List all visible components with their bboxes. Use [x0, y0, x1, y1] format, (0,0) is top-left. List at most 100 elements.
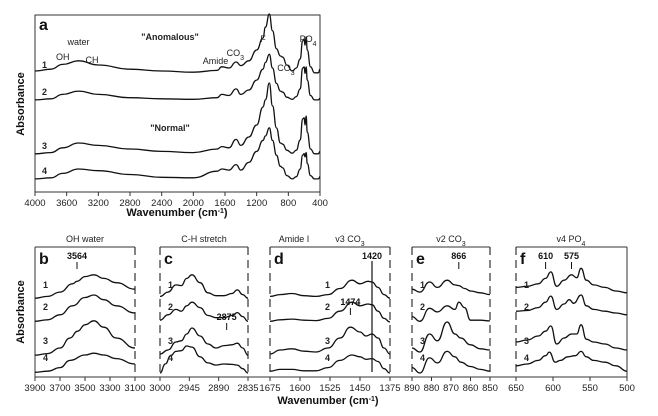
panel-c-tick-label: 3000: [149, 383, 170, 394]
panel-e-spectrum-label: 1: [420, 280, 425, 290]
annotation-label: 610: [538, 251, 553, 261]
band-label: CO3: [227, 48, 245, 62]
panel-e-letter: e: [416, 251, 425, 268]
spectrum-4: [34, 127, 321, 180]
panel-d-spectrum-label: 2: [325, 302, 330, 312]
annotation-label: 1474: [340, 297, 360, 307]
band-label: water: [67, 37, 90, 47]
spectrum-label: 4: [42, 166, 47, 176]
panel-a-tick-label: 2000: [183, 198, 204, 209]
panel-d-spectrum-label: 4: [325, 353, 330, 363]
panel-e: 890 880 870 860 850 e v2 CO3 1 2 3 4 866: [404, 234, 498, 394]
panel-e-tick-label: 860: [463, 383, 479, 394]
panel-b-spectrum-label: 2: [43, 302, 48, 312]
panel-b-spectrum-label: 3: [43, 336, 48, 346]
panel-d-spectrum-label: 3: [325, 336, 330, 346]
panel-f: 650 600 550 500 f v4 PO4 1 2 3 4 610 575: [508, 234, 635, 394]
panel-d-title-co3: v3 CO3: [335, 234, 365, 248]
panel-c-spectrum-1: [159, 274, 249, 299]
panel-d-spectrum-1: [269, 279, 391, 299]
panel-c-tick-label: 2890: [208, 383, 229, 394]
band-label: CO3: [277, 63, 295, 77]
panel-d-tick-label: 1525: [319, 383, 340, 394]
panel-d-tick-label: 1375: [379, 383, 400, 394]
panel-e-spectrum-2: [411, 301, 491, 322]
panel-f-tick-label: 500: [619, 383, 635, 394]
panel-d-tick-label: 1600: [289, 383, 310, 394]
panel-f-letter: f: [520, 251, 526, 268]
panel-f-title: v4 PO4: [557, 234, 586, 248]
panel-b-spectrum-2: [34, 294, 136, 322]
panel-c-tick-label: 2835: [237, 383, 258, 394]
panel-d-letter: d: [274, 251, 284, 268]
panel-b-tick-label: 3900: [24, 383, 45, 394]
panel-f-spectrum-label: 3: [524, 336, 529, 346]
band-label: F: [260, 34, 266, 44]
panel-a-frame: [34, 14, 321, 193]
annotation-label: 1420: [362, 251, 382, 261]
panel-a-tick-label: 2800: [119, 198, 140, 209]
annotation-label: 2875: [217, 312, 237, 322]
panel-e-tick-label: 870: [443, 383, 459, 394]
panel-f-tick-label: 600: [545, 383, 561, 394]
band-label: OH: [56, 52, 70, 62]
panel-b-tick-label: 3700: [49, 383, 70, 394]
panel-f-spectrum-2: [515, 294, 628, 316]
panel-a-tick-label: 4000: [24, 198, 45, 209]
panel-d-tick-label: 1675: [259, 383, 280, 394]
panel-a-tick-label: 800: [280, 198, 296, 209]
annotation-label: 3564: [67, 251, 87, 261]
panel-e-tick-label: 850: [482, 383, 498, 394]
panel-e-spectrum-label: 3: [420, 336, 425, 346]
band-label: CH: [86, 55, 99, 65]
panel-c-spectrum-label: 4: [168, 353, 173, 363]
panel-c-spectrum-label: 2: [168, 302, 173, 312]
panel-b-spectrum-4: [34, 352, 136, 373]
panel-e-spectrum-4: [411, 350, 491, 374]
panel-a-tick-label: 3200: [88, 198, 109, 209]
spectrum-3: [34, 82, 321, 155]
panel-c-spectrum-label: 1: [168, 280, 173, 290]
band-label: PO4: [300, 34, 317, 48]
panel-a-tick-label: 3600: [56, 198, 77, 209]
bottom-ylabel: Absorbance: [15, 280, 27, 344]
panel-d-spectrum-label: 1: [325, 280, 330, 290]
annotation-label: 866: [451, 251, 466, 261]
spectrum-label: 3: [42, 141, 47, 151]
panel-f-spectrum-label: 1: [524, 280, 529, 290]
panel-a-tick-label: 1600: [214, 198, 235, 209]
panel-e-tick-label: 880: [424, 383, 440, 394]
panel-c-spectrum-3: [159, 327, 249, 356]
panel-a-tick-label: 1200: [246, 198, 267, 209]
panel-e-spectrum-3: [411, 321, 491, 353]
panel-b-spectrum-label: 4: [43, 353, 48, 363]
panel-c: 3000 2945 2890 2835 c C-H stretch 1 2 3 4 2875: [149, 234, 258, 394]
panel-b-tick-label: 3300: [99, 383, 120, 394]
panel-e-spectrum-label: 2: [420, 302, 425, 312]
panel-d-title-amide: Amide I: [279, 234, 310, 244]
panel-a-ticks: 4000 3600 3200 2800 2400 2000 1600 1200 800 400: [24, 192, 328, 209]
panel-c-spectrum-2: [159, 301, 249, 322]
panel-a-tick-label: 2400: [151, 198, 172, 209]
panel-b-title: OH water: [66, 234, 104, 244]
anomalous-label: "Anomalous": [141, 32, 199, 42]
spectrum-2: [34, 53, 321, 101]
spectrum-1: [34, 13, 321, 74]
bottom-xlabel: Wavenumber (cm-1): [277, 395, 379, 407]
panel-b-tick-label: 3500: [74, 383, 95, 394]
panel-c-title: C-H stretch: [181, 234, 227, 244]
panel-a-ylabel: Absorbance: [15, 72, 27, 136]
panel-f-spectrum-label: 2: [524, 302, 529, 312]
panel-f-spectrum-1: [515, 267, 628, 294]
spectrum-label: 1: [42, 60, 47, 70]
band-label: Amide: [203, 56, 229, 66]
panel-c-tick-label: 2945: [179, 383, 200, 394]
panel-c-spectrum-label: 3: [168, 336, 173, 346]
panel-e-spectrum-label: 4: [420, 353, 425, 363]
panel-e-spectrum-1: [411, 279, 491, 296]
panel-a-letter: a: [39, 17, 48, 34]
